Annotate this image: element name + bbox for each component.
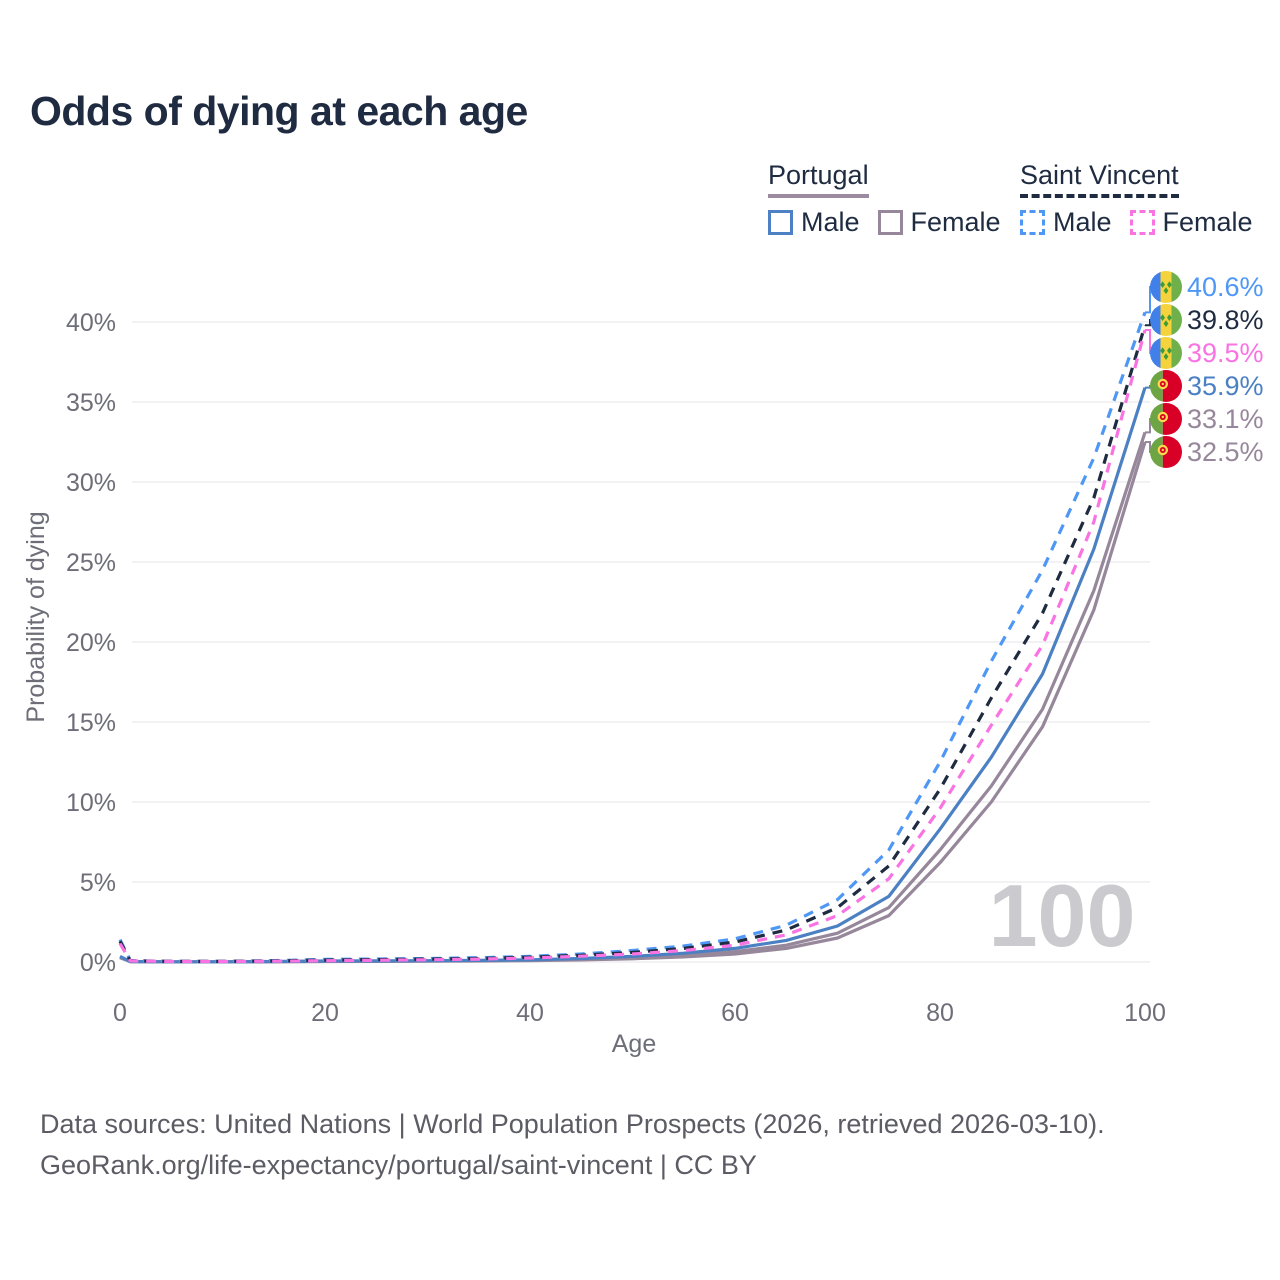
y-tick-label: 0%: [80, 949, 116, 977]
x-tick-label: 60: [721, 999, 749, 1027]
chart-canvas: 0% 5% 10% 15% 20% 25% 30% 35% 40% 0 20 40 60 80 100 Age…: [22, 271, 1264, 1058]
y-axis-title: Probability of dying: [22, 511, 50, 722]
watermark-age-label: 100: [989, 866, 1136, 965]
portugal-flag-icon: [1150, 403, 1182, 435]
saint-vincent-flag-icon: [1150, 304, 1182, 336]
end-value-label-saint-vincent-female[interactable]: 39.5%: [1187, 338, 1264, 368]
y-tick-label: 30%: [66, 469, 116, 497]
series-line-portugal-male[interactable]: [119, 387, 1147, 964]
footer-data-sources: Data sources: United Nations | World Pop…: [40, 1109, 1105, 1139]
footer-url[interactable]: GeoRank.org/life-expectancy/portugal/sai…: [40, 1150, 757, 1180]
chart-title: Odds of dying at each age: [30, 88, 528, 134]
series-line-saint-vincent-male[interactable]: [118, 311, 1147, 964]
legend-item-portugal-male[interactable]: Male: [768, 207, 860, 238]
end-value-label-saint-vincent-both[interactable]: 39.8%: [1187, 305, 1264, 335]
portugal-flag-icon: [1150, 370, 1182, 402]
saint-vincent-flag-icon: [1150, 271, 1182, 303]
x-tick-label: 0: [113, 999, 127, 1027]
footer: Data sources: United Nations | World Pop…: [40, 1104, 1105, 1186]
y-tick-label: 35%: [66, 389, 116, 417]
y-tick-label: 10%: [66, 789, 116, 817]
portugal-female-swatch-icon: [877, 210, 903, 235]
end-value-label-portugal-female[interactable]: 32.5%: [1187, 437, 1264, 467]
legend-label-portugal-male: Male: [801, 207, 860, 237]
portugal-male-swatch-icon: [768, 210, 793, 235]
saint-vincent-male-swatch-icon: [1020, 210, 1045, 235]
saint-vincent-female-swatch-icon: [1129, 210, 1155, 235]
y-tick-label: 15%: [66, 709, 116, 737]
legend-item-portugal-female[interactable]: Female: [877, 207, 1001, 238]
end-value-label-portugal-both[interactable]: 33.1%: [1187, 404, 1264, 434]
x-tick-label: 20: [311, 999, 339, 1027]
x-tick-label: 100: [1124, 999, 1166, 1027]
legend-country-saint-vincent[interactable]: Saint Vincent: [1020, 160, 1179, 198]
legend-label-saint-vincent-female: Female: [1162, 207, 1253, 237]
saint-vincent-flag-icon: [1150, 337, 1182, 369]
y-tick-label: 5%: [80, 869, 116, 897]
end-value-label-portugal-male[interactable]: 35.9%: [1187, 371, 1264, 401]
x-tick-label: 40: [516, 999, 544, 1027]
legend-group-saint-vincent: Saint Vincent Male Female: [1020, 160, 1253, 238]
end-value-label-saint-vincent-male[interactable]: 40.6%: [1187, 272, 1264, 302]
legend-country-portugal[interactable]: Portugal: [768, 160, 869, 198]
y-tick-label: 25%: [66, 549, 116, 577]
portugal-flag-icon: [1150, 436, 1182, 468]
y-tick-label: 20%: [66, 629, 116, 657]
legend-items-portugal: Male Female: [768, 207, 1001, 238]
legend-item-saint-vincent-male[interactable]: Male: [1020, 207, 1112, 238]
x-axis-title: Age: [612, 1030, 656, 1058]
y-tick-label: 40%: [66, 309, 116, 337]
legend-item-saint-vincent-female[interactable]: Female: [1129, 207, 1253, 238]
legend-group-portugal: Portugal Male Female: [768, 160, 1001, 238]
legend-items-saint-vincent: Male Female: [1020, 207, 1253, 238]
x-tick-label: 80: [926, 999, 954, 1027]
legend: Portugal Male Female Saint Vincent Male: [0, 0, 1280, 250]
legend-label-portugal-female: Female: [910, 207, 1001, 237]
legend-label-saint-vincent-male: Male: [1053, 207, 1112, 237]
